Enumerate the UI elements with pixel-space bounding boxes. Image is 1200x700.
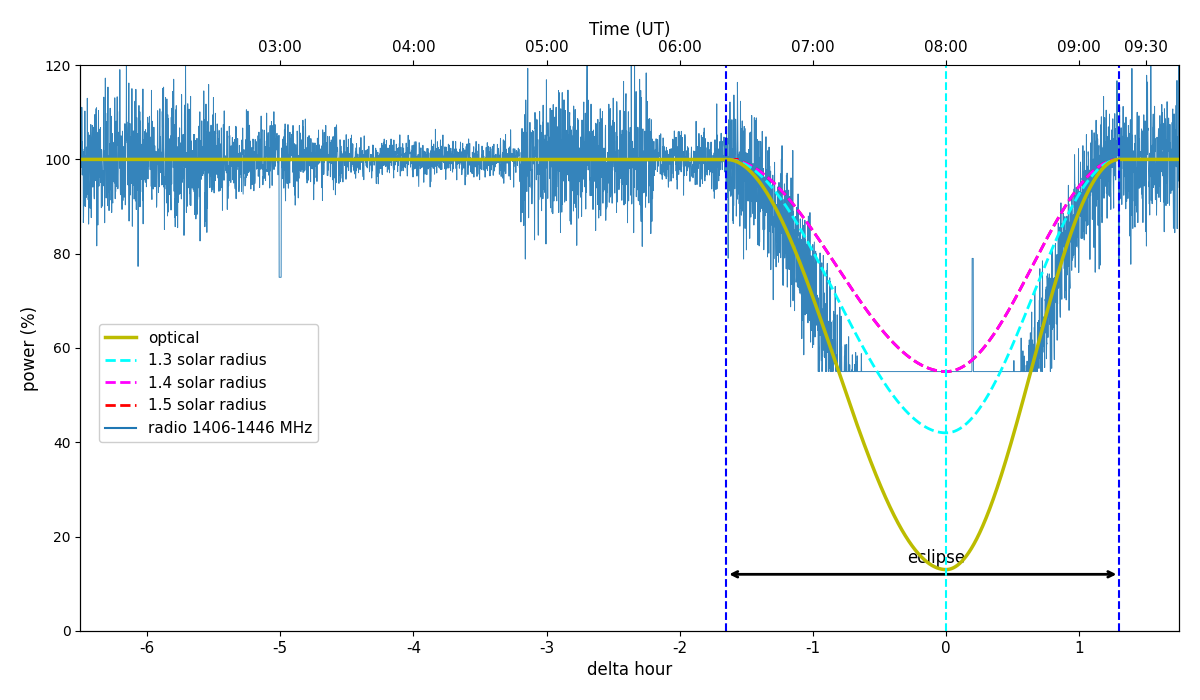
Y-axis label: power (%): power (%) (20, 305, 38, 391)
X-axis label: Time (UT): Time (UT) (589, 21, 671, 38)
X-axis label: delta hour: delta hour (587, 662, 672, 679)
Text: eclipse: eclipse (907, 550, 965, 567)
Legend: optical, 1.3 solar radius, 1.4 solar radius, 1.5 solar radius, radio 1406-1446 M: optical, 1.3 solar radius, 1.4 solar rad… (100, 324, 318, 442)
